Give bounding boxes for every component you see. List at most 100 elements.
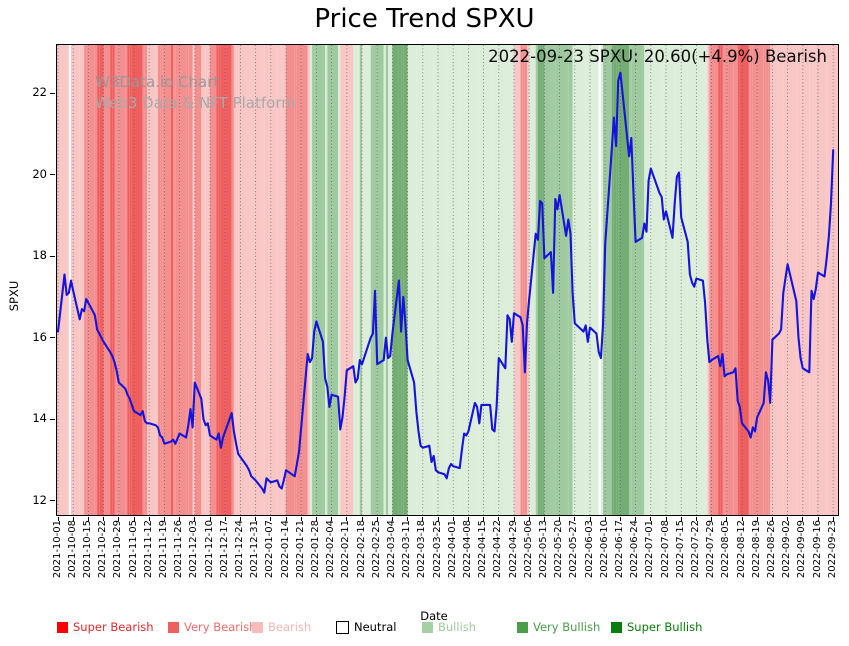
sentiment-band xyxy=(263,44,266,515)
sentiment-band xyxy=(771,44,779,515)
x-tick-label: 2022-01-21 xyxy=(294,520,306,579)
sentiment-band xyxy=(539,44,542,515)
x-tick-label: 2022-03-11 xyxy=(401,520,413,579)
sentiment-band xyxy=(780,44,783,515)
x-tick-label: 2022-06-03 xyxy=(583,520,595,579)
sentiment-band xyxy=(111,44,114,515)
x-tick-mark xyxy=(483,516,485,521)
sentiment-band xyxy=(444,44,447,515)
sentiment-band xyxy=(94,44,97,515)
x-tick-mark xyxy=(726,516,728,521)
sentiment-band xyxy=(672,44,675,515)
sentiment-band xyxy=(522,44,525,515)
legend-item-super-bullish: Super Bullish xyxy=(611,620,702,634)
sentiment-band xyxy=(826,44,829,515)
x-tick-label: 2022-04-01 xyxy=(446,520,458,579)
x-tick-label: 2022-08-12 xyxy=(735,520,747,579)
sentiment-band xyxy=(203,44,206,515)
x-tick-mark xyxy=(87,516,89,521)
sentiment-band xyxy=(567,44,570,515)
x-tick-mark xyxy=(391,516,393,521)
sentiment-band xyxy=(583,44,586,515)
sentiment-band xyxy=(537,44,540,515)
sentiment-band xyxy=(387,44,390,515)
sentiment-band xyxy=(446,44,449,515)
plot-area xyxy=(55,43,839,516)
sentiment-band xyxy=(146,44,149,515)
sentiment-band xyxy=(98,44,101,515)
sentiment-band xyxy=(702,44,705,515)
sentiment-band xyxy=(361,44,371,515)
sentiment-band xyxy=(589,44,596,515)
x-tick-label: 2022-02-18 xyxy=(355,520,367,579)
sentiment-band xyxy=(433,44,436,515)
x-tick-mark xyxy=(72,516,74,521)
sentiment-band xyxy=(767,44,770,515)
legend-swatch xyxy=(336,620,349,634)
legend-label: Super Bullish xyxy=(627,620,703,634)
sentiment-band xyxy=(161,44,164,515)
sentiment-band xyxy=(574,44,583,515)
sentiment-band xyxy=(643,44,646,515)
sentiment-band xyxy=(422,44,429,515)
x-tick-label: 2021-11-05 xyxy=(127,520,139,579)
x-tick-mark xyxy=(498,516,500,521)
sentiment-band xyxy=(374,44,377,515)
sentiment-band xyxy=(270,44,277,515)
sentiment-band xyxy=(185,44,188,515)
sentiment-band xyxy=(246,44,249,515)
sentiment-band xyxy=(708,44,712,515)
x-tick-mark xyxy=(300,516,302,521)
sentiment-band xyxy=(832,44,838,515)
sentiment-band xyxy=(769,44,772,515)
y-tick-mark xyxy=(50,92,55,94)
sentiment-band xyxy=(118,44,125,515)
sentiment-band xyxy=(68,44,71,515)
x-tick-label: 2022-05-06 xyxy=(522,520,534,579)
legend-item-very-bearish: Very Bearish xyxy=(168,620,256,634)
sentiment-band xyxy=(798,44,801,515)
sentiment-band xyxy=(467,44,475,515)
sentiment-band xyxy=(87,44,95,515)
sentiment-band xyxy=(376,44,384,515)
sentiment-band xyxy=(129,44,132,515)
x-tick-label: 2022-01-28 xyxy=(309,520,321,579)
x-tick-mark xyxy=(346,516,348,521)
x-tick-mark xyxy=(467,516,469,521)
sentiment-band xyxy=(735,44,738,515)
sentiment-band xyxy=(372,44,375,515)
sentiment-band xyxy=(665,44,672,515)
x-tick-label: 2022-09-23 xyxy=(826,520,838,579)
x-tick-mark xyxy=(711,516,713,521)
sentiment-band xyxy=(587,44,590,515)
sentiment-band xyxy=(300,44,308,515)
sentiment-band xyxy=(298,44,301,515)
x-tick-mark xyxy=(756,516,758,521)
sentiment-band xyxy=(324,44,327,515)
sentiment-band xyxy=(752,44,755,515)
sentiment-band xyxy=(326,44,329,515)
sentiment-band xyxy=(142,44,145,515)
x-tick-mark xyxy=(695,516,697,521)
x-tick-mark xyxy=(619,516,621,521)
sentiment-band xyxy=(802,44,809,515)
sentiment-band xyxy=(192,44,195,515)
x-tick-label: 2022-02-04 xyxy=(325,520,337,579)
x-tick-label: 2022-02-25 xyxy=(370,520,382,579)
x-tick-label: 2021-12-31 xyxy=(249,520,261,579)
x-tick-label: 2022-09-02 xyxy=(781,520,793,579)
x-tick-mark xyxy=(209,516,211,521)
sentiment-band xyxy=(413,44,416,515)
sentiment-band xyxy=(218,44,221,515)
x-tick-mark xyxy=(559,516,561,521)
sentiment-band xyxy=(704,44,707,515)
sentiment-band xyxy=(222,44,225,515)
x-tick-label: 2022-04-08 xyxy=(461,520,473,579)
sentiment-band xyxy=(722,44,725,515)
sentiment-band xyxy=(559,44,566,515)
y-tick-label: 22 xyxy=(32,85,47,100)
sentiment-band xyxy=(491,44,494,515)
sentiment-band xyxy=(615,44,618,515)
sentiment-band xyxy=(355,44,358,515)
sentiment-band xyxy=(494,44,497,515)
